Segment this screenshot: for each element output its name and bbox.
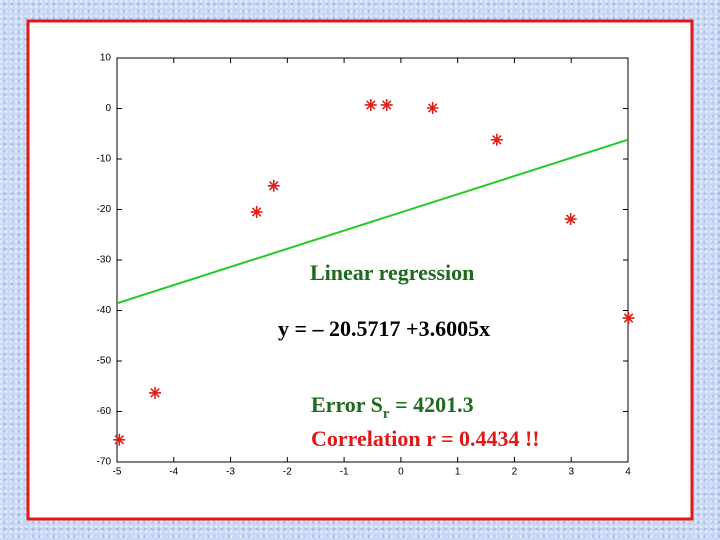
annotation-error: Error Sr = 4201.3 <box>311 392 474 422</box>
y-tick-label: -10 <box>97 154 112 165</box>
annotation-equation: y = – 20.5717 +3.6005x <box>278 316 490 341</box>
annotation-correlation: Correlation r = 0.4434 !! <box>311 426 540 451</box>
x-tick-label: 1 <box>455 467 461 478</box>
data-point <box>564 213 577 226</box>
x-tick-label: -2 <box>283 467 292 478</box>
x-tick-label: 3 <box>568 467 574 478</box>
x-tick-label: -3 <box>226 467 235 478</box>
y-tick-label: 0 <box>105 103 111 114</box>
y-tick-label: -20 <box>97 204 112 215</box>
data-point <box>267 179 280 192</box>
x-tick-label: 2 <box>512 467 518 478</box>
data-point <box>364 98 377 111</box>
data-point <box>380 98 393 111</box>
data-point <box>149 386 162 399</box>
data-point <box>622 312 635 325</box>
annotation-title: Linear regression <box>310 260 474 285</box>
y-tick-label: -50 <box>97 356 112 367</box>
y-tick-label: -60 <box>97 406 112 417</box>
x-tick-label: -1 <box>340 467 349 478</box>
error-text: Error S <box>311 392 383 417</box>
y-tick-label: -40 <box>97 305 112 316</box>
x-tick-label: 0 <box>398 467 404 478</box>
y-tick-label: -70 <box>97 457 112 468</box>
data-point <box>113 433 126 446</box>
data-point <box>426 101 439 114</box>
data-point <box>250 206 263 219</box>
x-tick-label: 4 <box>625 467 631 478</box>
slide-frame <box>26 19 694 521</box>
y-tick-label: 10 <box>100 53 112 64</box>
x-tick-label: -5 <box>113 467 122 478</box>
y-tick-label: -30 <box>97 255 112 266</box>
x-tick-label: -4 <box>169 467 178 478</box>
error-sub: r <box>383 406 390 422</box>
data-point <box>490 133 503 146</box>
error-rest: = 4201.3 <box>390 392 474 417</box>
fit-line <box>116 138 629 305</box>
